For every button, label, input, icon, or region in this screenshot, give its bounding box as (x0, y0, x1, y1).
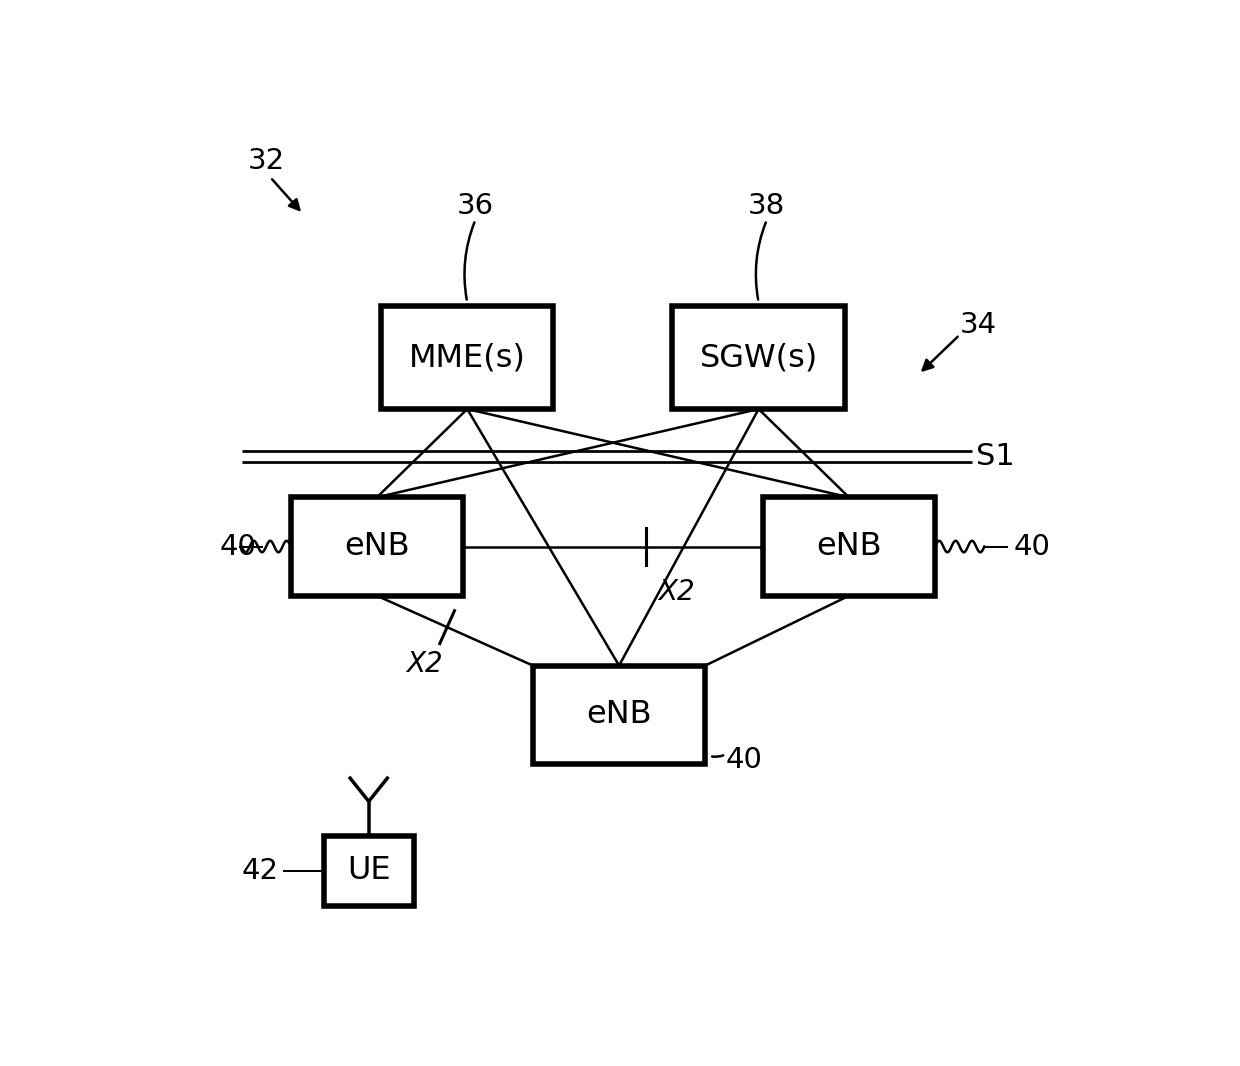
Text: 36: 36 (456, 192, 494, 220)
Text: X2: X2 (658, 578, 694, 605)
Text: 32: 32 (248, 147, 285, 175)
Text: 40: 40 (1013, 533, 1050, 561)
Text: eNB: eNB (345, 531, 409, 562)
Bar (672, 306, 844, 409)
Bar (533, 665, 706, 764)
Bar (324, 836, 414, 906)
Text: S1: S1 (976, 441, 1014, 471)
Text: UE: UE (347, 855, 391, 886)
Bar (381, 306, 553, 409)
Text: SGW(s): SGW(s) (699, 342, 817, 373)
Text: MME(s): MME(s) (409, 342, 526, 373)
Text: X2: X2 (405, 650, 443, 678)
Bar (763, 497, 935, 596)
Text: eNB: eNB (816, 531, 882, 562)
Text: 40: 40 (219, 533, 257, 561)
Text: 34: 34 (960, 311, 997, 339)
Bar (290, 497, 463, 596)
Text: 40: 40 (725, 746, 763, 774)
Text: 42: 42 (242, 857, 279, 885)
Text: 38: 38 (748, 192, 785, 220)
Text: eNB: eNB (587, 699, 652, 730)
